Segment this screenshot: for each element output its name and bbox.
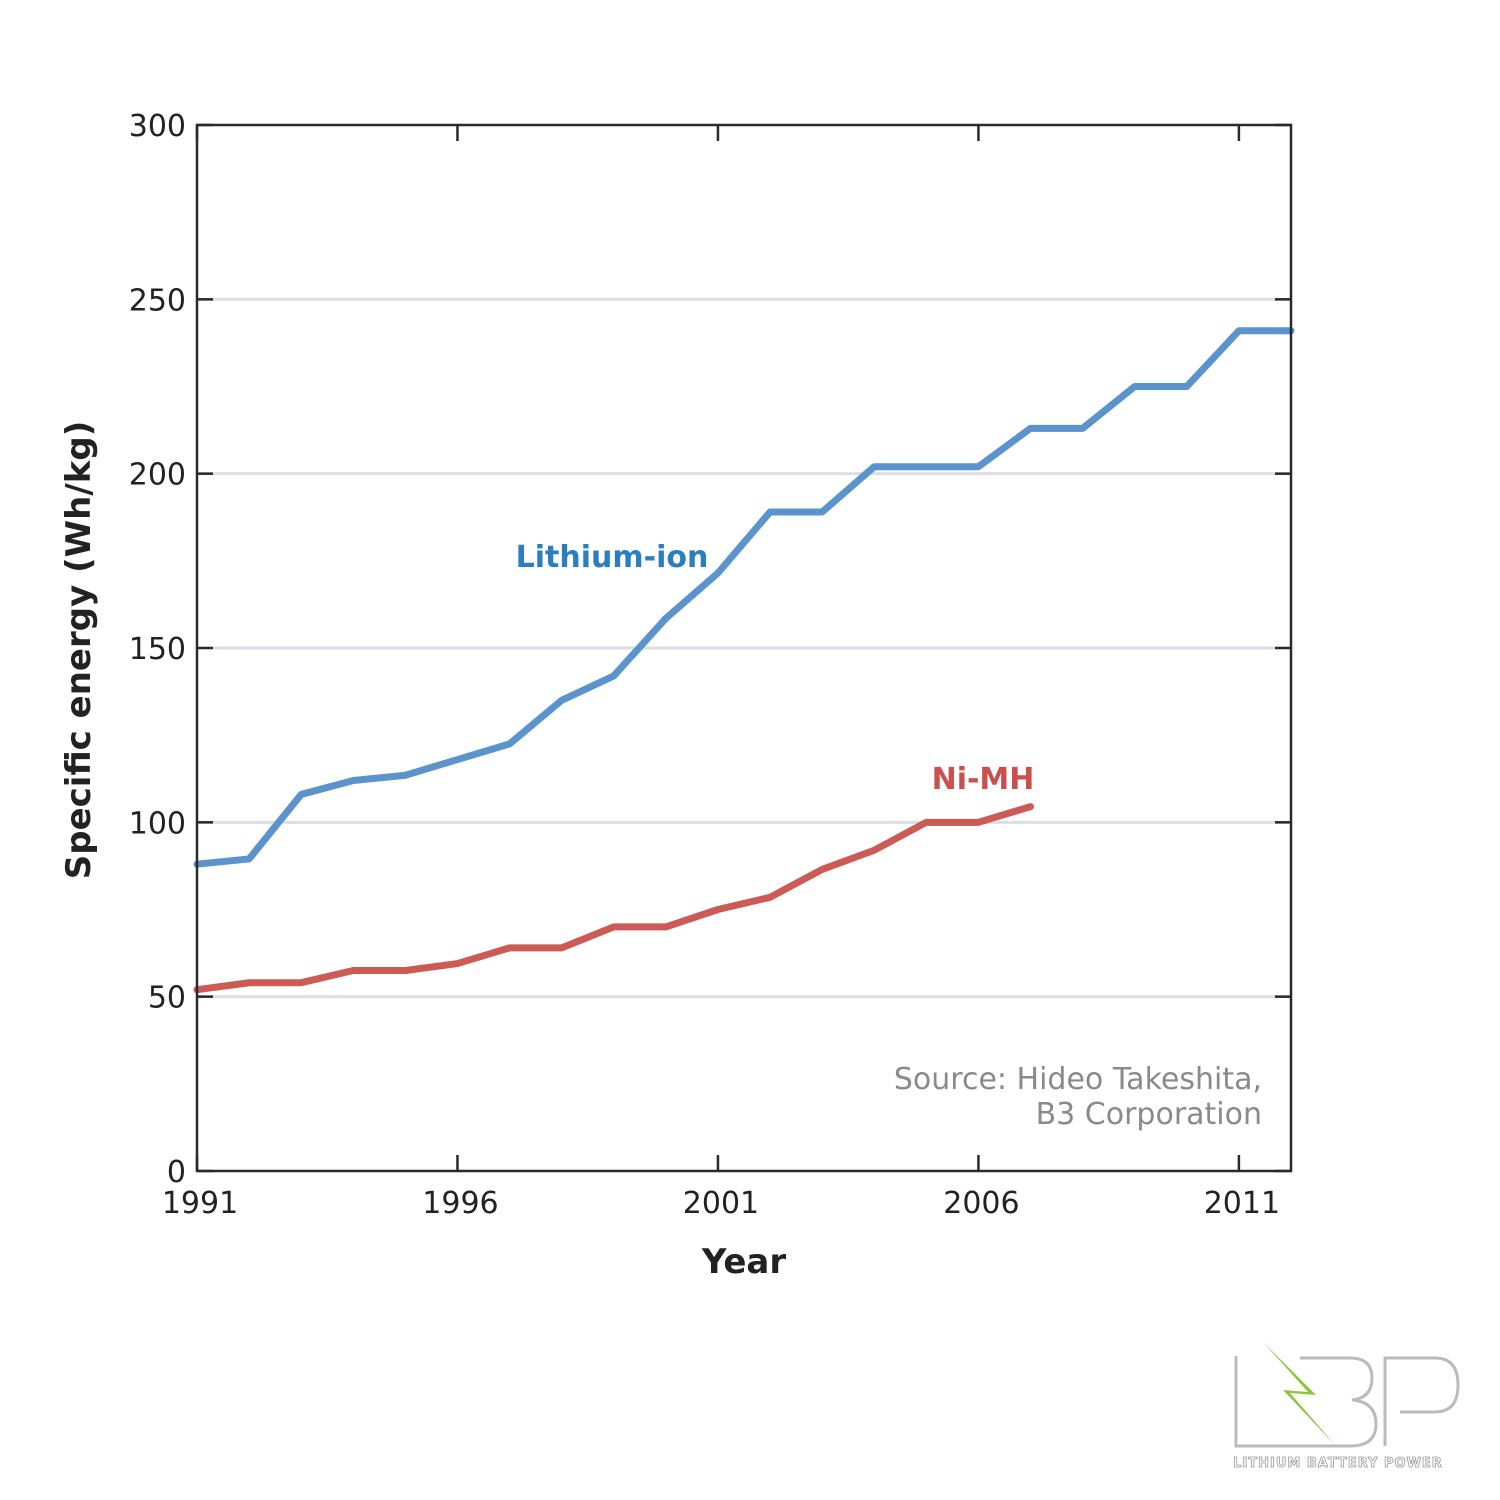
y-tick-label-250: 250: [129, 283, 186, 318]
x-tick-label-1991: 1991: [162, 1186, 238, 1221]
series-line-ni-mh: [193, 803, 1035, 994]
x-axis-label: Year: [701, 1242, 787, 1282]
x-tick-label-2011: 2011: [1204, 1186, 1280, 1221]
y-tick-label-50: 50: [148, 981, 186, 1016]
source-annotation-line1: Source: Hideo Takeshita,: [894, 1062, 1262, 1097]
logo-letter-b: [1300, 1356, 1378, 1448]
series-lines: [193, 327, 1295, 994]
logo-letter-p: [1383, 1356, 1460, 1446]
lbp-logo: LITHIUM BATTERY POWER: [1233, 1342, 1460, 1471]
series-line-lithium-ion: [193, 327, 1295, 868]
gridlines: [197, 297, 1291, 999]
series-label-ni-mh: Ni-MH: [932, 762, 1035, 797]
y-tick-label-200: 200: [129, 458, 186, 493]
series-label-lithium-ion: Lithium-ion: [516, 540, 709, 575]
y-tick-label-0: 0: [167, 1155, 186, 1190]
y-tick-label-300: 300: [129, 109, 186, 144]
x-tick-label-2001: 2001: [683, 1186, 759, 1221]
logo-letter-l: [1234, 1356, 1330, 1448]
y-tick-label-150: 150: [129, 632, 186, 667]
ticks: 0 50 100 150 200 250 300 1991 1996 2001 2006 2011: [129, 109, 1291, 1221]
source-annotation-line2: B3 Corporation: [1036, 1097, 1262, 1132]
y-axis-label: Specific energy (Wh/kg): [59, 421, 99, 879]
logo-tagline: LITHIUM BATTERY POWER: [1233, 1456, 1443, 1471]
y-tick-label-100: 100: [129, 806, 186, 841]
x-tick-label-1996: 1996: [422, 1186, 498, 1221]
x-tick-label-2006: 2006: [943, 1186, 1019, 1221]
